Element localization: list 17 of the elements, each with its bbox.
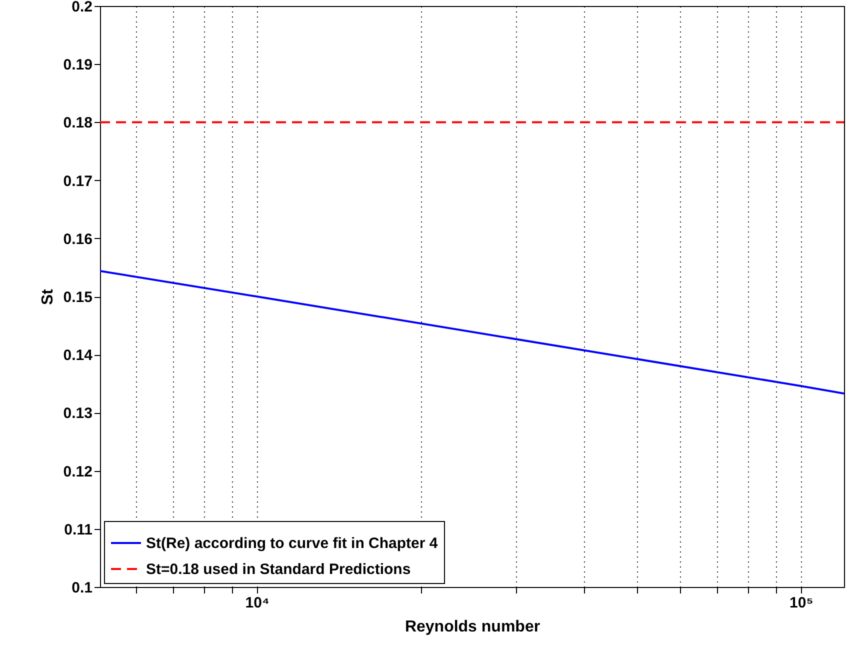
y-tick-label: 0.16 (63, 230, 92, 248)
y-tick-label: 0.14 (63, 347, 94, 364)
y-tick-label: 0.12 (63, 463, 92, 480)
x-tick-label: 10⁵ (790, 594, 814, 612)
y-axis-title: St (39, 288, 56, 305)
y-tick-label: 0.18 (63, 114, 92, 132)
y-tick-label: 0.19 (63, 56, 92, 74)
y-tick-label: 0.1 (72, 580, 92, 596)
y-tick-label: 0.2 (72, 0, 92, 16)
x-tick-label: 10⁴ (245, 594, 270, 612)
y-tick-label: 0.13 (63, 405, 92, 422)
x-axis-title: Reynolds number (404, 618, 540, 636)
y-tick-label: 0.15 (63, 289, 92, 306)
y-tick-label: 0.11 (64, 521, 92, 538)
legend-label: St(Re) according to curve fit in Chapter 4 (146, 535, 438, 552)
legend-label: St=0.18 used in Standard Predictions (146, 561, 411, 578)
y-tick-label: 0.17 (63, 172, 92, 190)
